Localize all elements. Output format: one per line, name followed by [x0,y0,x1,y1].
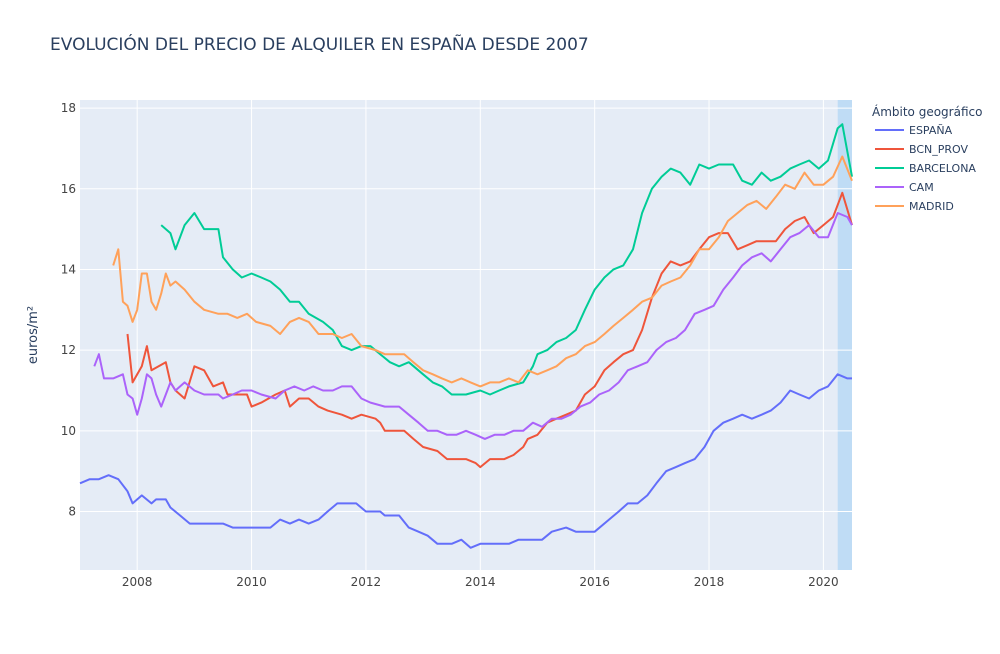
y-tick-label: 18 [61,101,76,115]
y-tick-label: 12 [61,343,76,357]
chart-title: EVOLUCIÓN DEL PRECIO DE ALQUILER EN ESPA… [50,33,589,55]
legend-title: Ámbito geográfico [872,104,982,119]
series-layer [79,123,853,549]
grid-layer [80,100,852,570]
x-tick-label: 2016 [579,575,610,589]
series-line-cam [93,212,853,440]
y-tick-label: 8 [68,505,76,519]
series-line-madrid [112,155,853,388]
legend-item-label: ESPAÑA [909,124,953,137]
legend-item-label: BCN_PROV [909,143,969,156]
legend-item-label: BARCELONA [909,162,976,175]
x-tick-label: 2020 [808,575,839,589]
axis-layer: 8 10 12 14 16 18 2008 2010 2012 2014 2016 2018 2020 [61,101,839,589]
x-tick-label: 2014 [465,575,496,589]
y-tick-label: 14 [61,262,76,276]
x-tick-label: 2008 [122,575,153,589]
series-line-barcelona [160,123,853,396]
series-line-espa-a [79,373,852,549]
x-tick-label: 2010 [236,575,267,589]
legend-item-label: MADRID [909,200,954,213]
y-axis-label: euros/m² [26,306,41,364]
y-tick-label: 10 [61,424,76,438]
x-tick-label: 2018 [694,575,725,589]
legend-item-label: CAM [909,181,934,194]
legend: Ámbito geográfico ESPAÑA BCN_PROV BARCELON… [872,104,982,213]
legend-items: ESPAÑA BCN_PROV BARCELONA CAM MADRID [875,124,976,213]
plot-background [80,100,852,570]
x-tick-label: 2012 [351,575,382,589]
series-line-bcn-prov [126,191,853,469]
y-tick-label: 16 [61,182,76,196]
